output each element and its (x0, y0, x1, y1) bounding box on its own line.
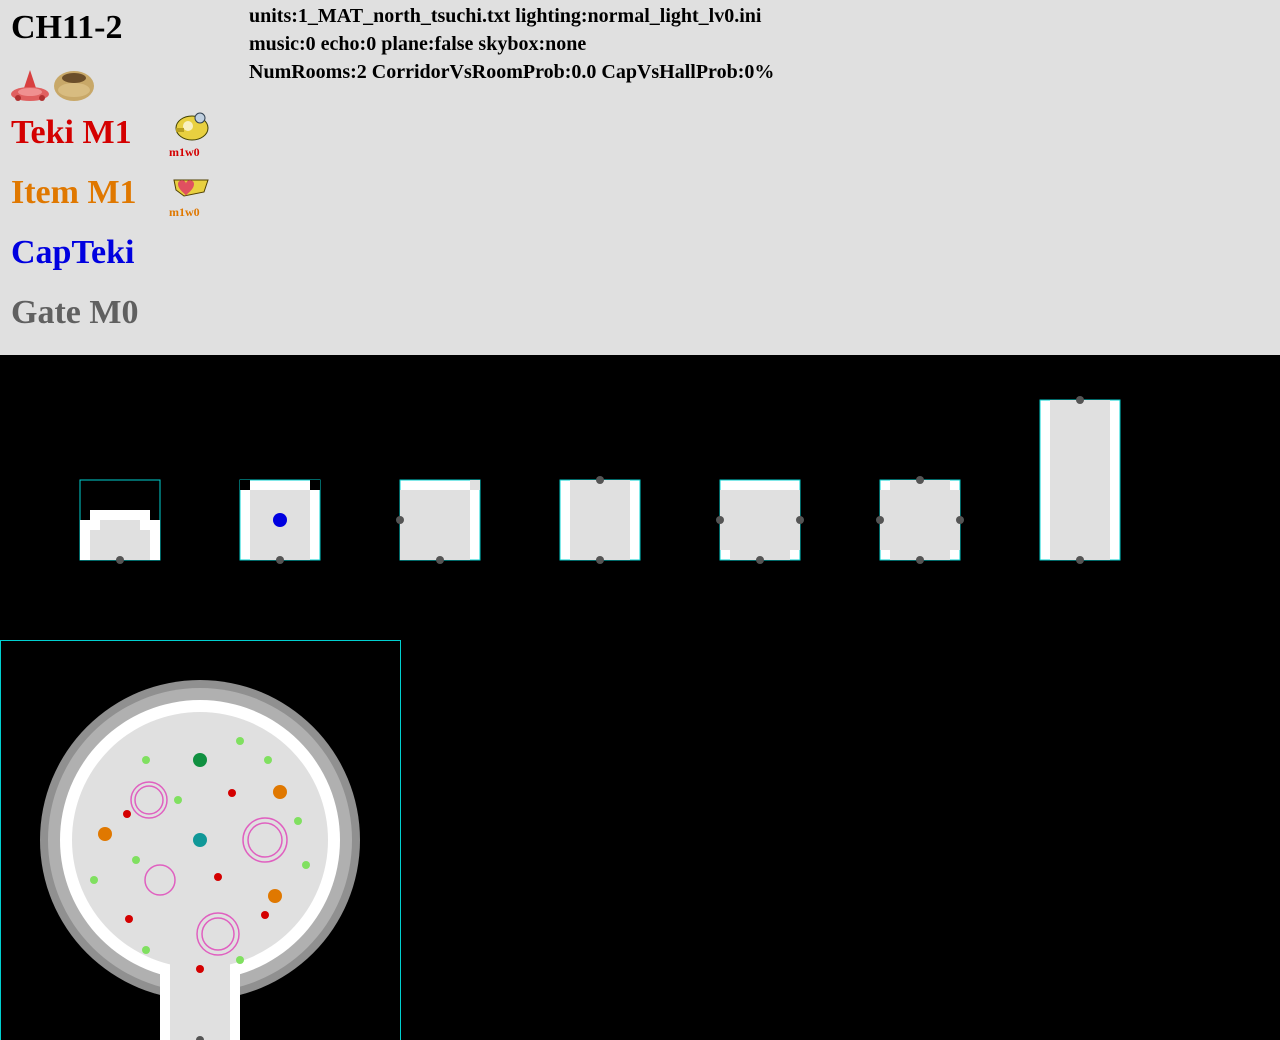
spawn-green-marker (193, 753, 207, 767)
info-panel: CH11-2 units:1_MAT_north_tsuchi.txt ligh… (0, 0, 1280, 355)
door-marker (1076, 396, 1084, 404)
unit-preview-long-corridor (1039, 396, 1121, 564)
cave-map (0, 396, 1121, 1040)
door-marker (956, 516, 964, 524)
unit-preview-tee (716, 479, 804, 564)
unit-preview-cap (79, 479, 161, 564)
hole-markers (130, 781, 288, 956)
door-marker (276, 556, 284, 564)
capteki-spawn-marker (273, 513, 287, 527)
spawn-teal-marker (193, 833, 207, 847)
info-line-units: units:1_MAT_north_tsuchi.txt lighting:no… (249, 5, 762, 27)
info-line-music: music:0 echo:0 plane:false skybox:none (249, 33, 587, 55)
sublevel-title: CH11-2 (11, 9, 123, 46)
door-marker (756, 556, 764, 564)
item-code: m1w0 (169, 205, 200, 219)
unit-preview-straight (559, 476, 641, 564)
unit-preview-cross (876, 476, 964, 564)
door-marker (716, 516, 724, 524)
item-label: Item M1 (11, 174, 137, 211)
teki-label: Teki M1 (11, 114, 132, 151)
door-marker (436, 556, 444, 564)
door-marker (596, 476, 604, 484)
door-marker (916, 476, 924, 484)
wollyhop-icon (175, 112, 209, 141)
pikmin-onion-icon (11, 70, 49, 101)
teki-spawn-markers (123, 789, 269, 973)
small-spawn-markers (90, 737, 310, 964)
door-marker (796, 516, 804, 524)
header-icons (11, 70, 94, 101)
item-spawn-markers (98, 785, 287, 903)
clay-pot-icon (54, 71, 94, 101)
door-marker (876, 516, 884, 524)
capteki-label: CapTeki (11, 234, 135, 271)
door-marker (916, 556, 924, 564)
gate-label: Gate M0 (11, 294, 139, 331)
door-marker (196, 1036, 204, 1040)
treasure-icon (173, 179, 209, 197)
door-marker (596, 556, 604, 564)
room-layout (0, 640, 401, 1040)
teki-code: m1w0 (169, 145, 200, 159)
door-marker (396, 516, 404, 524)
unit-preview-corner (396, 479, 481, 564)
unit-preview-cap-spawn (239, 479, 321, 564)
door-marker (1076, 556, 1084, 564)
door-marker (116, 556, 124, 564)
info-line-rooms: NumRooms:2 CorridorVsRoomProb:0.0 CapVsH… (249, 61, 775, 83)
